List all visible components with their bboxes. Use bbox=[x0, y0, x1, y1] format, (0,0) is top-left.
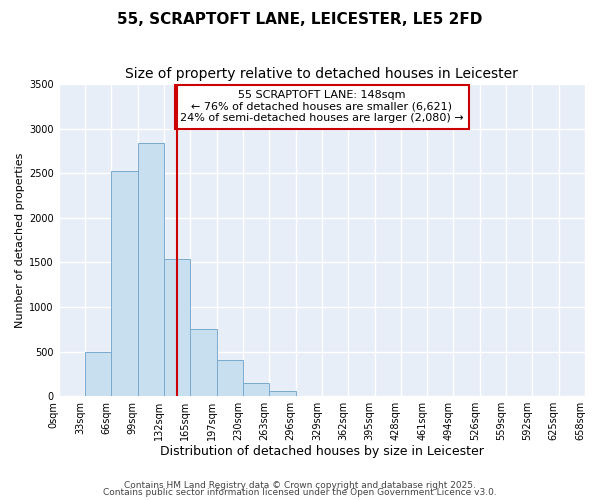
Text: Contains public sector information licensed under the Open Government Licence v3: Contains public sector information licen… bbox=[103, 488, 497, 497]
Bar bbox=[85, 352, 112, 396]
Bar bbox=[243, 382, 269, 396]
Bar bbox=[190, 329, 217, 396]
Bar bbox=[269, 390, 296, 396]
Bar bbox=[164, 259, 190, 396]
Bar bbox=[138, 143, 164, 396]
Y-axis label: Number of detached properties: Number of detached properties bbox=[15, 152, 25, 328]
Text: 55, SCRAPTOFT LANE, LEICESTER, LE5 2FD: 55, SCRAPTOFT LANE, LEICESTER, LE5 2FD bbox=[118, 12, 482, 28]
Title: Size of property relative to detached houses in Leicester: Size of property relative to detached ho… bbox=[125, 68, 518, 82]
Bar bbox=[217, 360, 243, 396]
Bar bbox=[112, 172, 138, 396]
Text: 55 SCRAPTOFT LANE: 148sqm
← 76% of detached houses are smaller (6,621)
24% of se: 55 SCRAPTOFT LANE: 148sqm ← 76% of detac… bbox=[180, 90, 464, 124]
X-axis label: Distribution of detached houses by size in Leicester: Distribution of detached houses by size … bbox=[160, 444, 484, 458]
Text: Contains HM Land Registry data © Crown copyright and database right 2025.: Contains HM Land Registry data © Crown c… bbox=[124, 480, 476, 490]
